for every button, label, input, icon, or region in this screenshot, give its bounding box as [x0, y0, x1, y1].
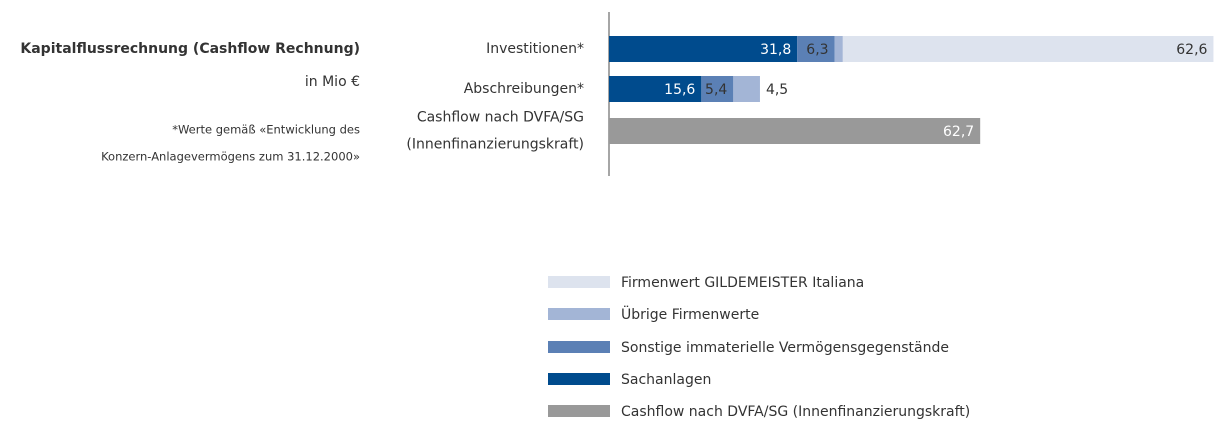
value-label: 4,5	[766, 82, 788, 98]
legend-label: Übrige Firmenwerte	[621, 305, 759, 323]
bar-segment	[609, 76, 702, 102]
value-label: 62,7	[943, 124, 974, 140]
value-label: 62,6	[1176, 42, 1207, 58]
legend-label: Cashflow nach DVFA/SG (Innenfinanzierung…	[621, 404, 970, 420]
legend-swatch	[548, 405, 610, 417]
footnote: Konzern-Anlagevermögens zum 31.12.2000»	[101, 150, 360, 164]
category-label: Investitionen*	[486, 41, 584, 57]
legend-label: Sachanlagen	[621, 372, 711, 388]
bar-segment	[842, 36, 1214, 62]
legend-swatch	[548, 373, 610, 385]
value-label: 5,4	[705, 82, 727, 98]
category-label: Abschreibungen*	[464, 81, 584, 97]
chart-subtitle: in Mio €	[305, 74, 360, 90]
category-label: (Innenfinanzierungskraft)	[406, 137, 584, 153]
value-label: 6,3	[806, 42, 828, 58]
bar-segment	[797, 36, 835, 62]
category-label: Cashflow nach DVFA/SG	[417, 110, 584, 126]
legend-label: Sonstige immaterielle Vermögensgegenstän…	[621, 340, 949, 356]
bar-segment	[834, 36, 843, 62]
bar-segment	[609, 36, 798, 62]
value-label: 15,6	[664, 82, 695, 98]
bar-segment	[609, 118, 981, 144]
legend-swatch	[548, 308, 610, 320]
legend-label: Firmenwert GILDEMEISTER Italiana	[621, 275, 864, 291]
footnote: *Werte gemäß «Entwicklung des	[172, 123, 360, 137]
value-label: 31,8	[760, 42, 791, 58]
bar-segment	[701, 76, 734, 102]
legend-swatch	[548, 341, 610, 353]
bar-segment	[733, 76, 760, 102]
legend-swatch	[548, 276, 610, 288]
chart-title: Kapitalflussrechnung (Cashflow Rechnung)	[20, 41, 360, 57]
